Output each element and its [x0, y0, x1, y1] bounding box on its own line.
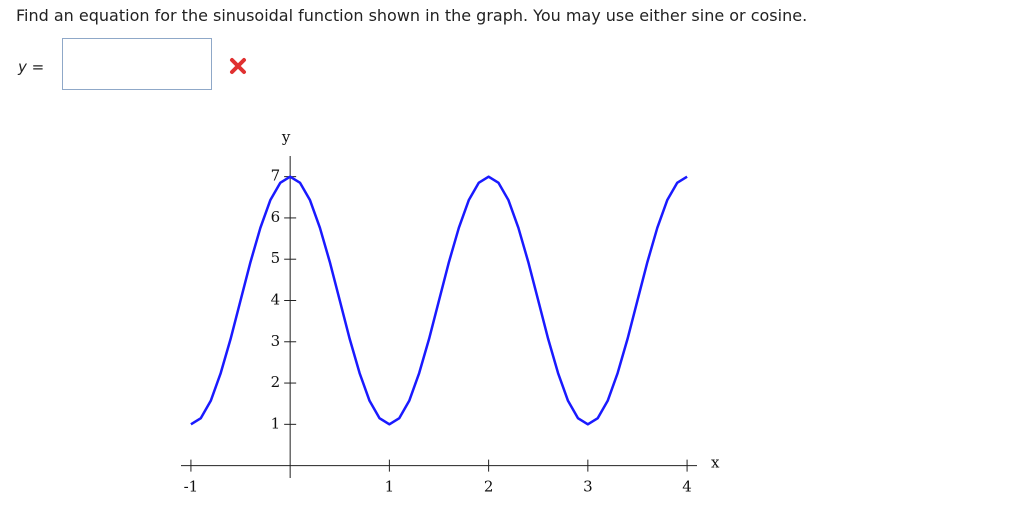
y-tick-label: 7 — [271, 167, 281, 185]
answer-label: y = — [18, 58, 45, 76]
y-tick-label: 3 — [271, 332, 281, 350]
x-tick-label: -1 — [184, 478, 199, 496]
x-tick-label: 1 — [385, 478, 395, 496]
answer-input[interactable] — [62, 38, 212, 90]
curve — [190, 175, 688, 426]
y-tick-label: 1 — [271, 414, 281, 432]
graph: x y -1 1 2 3 4 1 2 3 4 5 6 7 — [181, 128, 720, 496]
y-tick-label: 4 — [271, 290, 281, 308]
y-axis-label: y — [281, 128, 291, 146]
y-tick-label: 5 — [271, 249, 281, 267]
x-tick-label: 3 — [583, 478, 593, 496]
x-tick-label: 2 — [484, 478, 494, 496]
y-tick-label: 2 — [271, 373, 281, 391]
x-tick-label: 4 — [682, 478, 692, 496]
y-tick-label: 6 — [271, 208, 281, 226]
question: Find an equation for the sinusoidal func… — [16, 6, 808, 25]
incorrect-icon — [230, 58, 246, 74]
x-axis-label: x — [711, 454, 720, 472]
